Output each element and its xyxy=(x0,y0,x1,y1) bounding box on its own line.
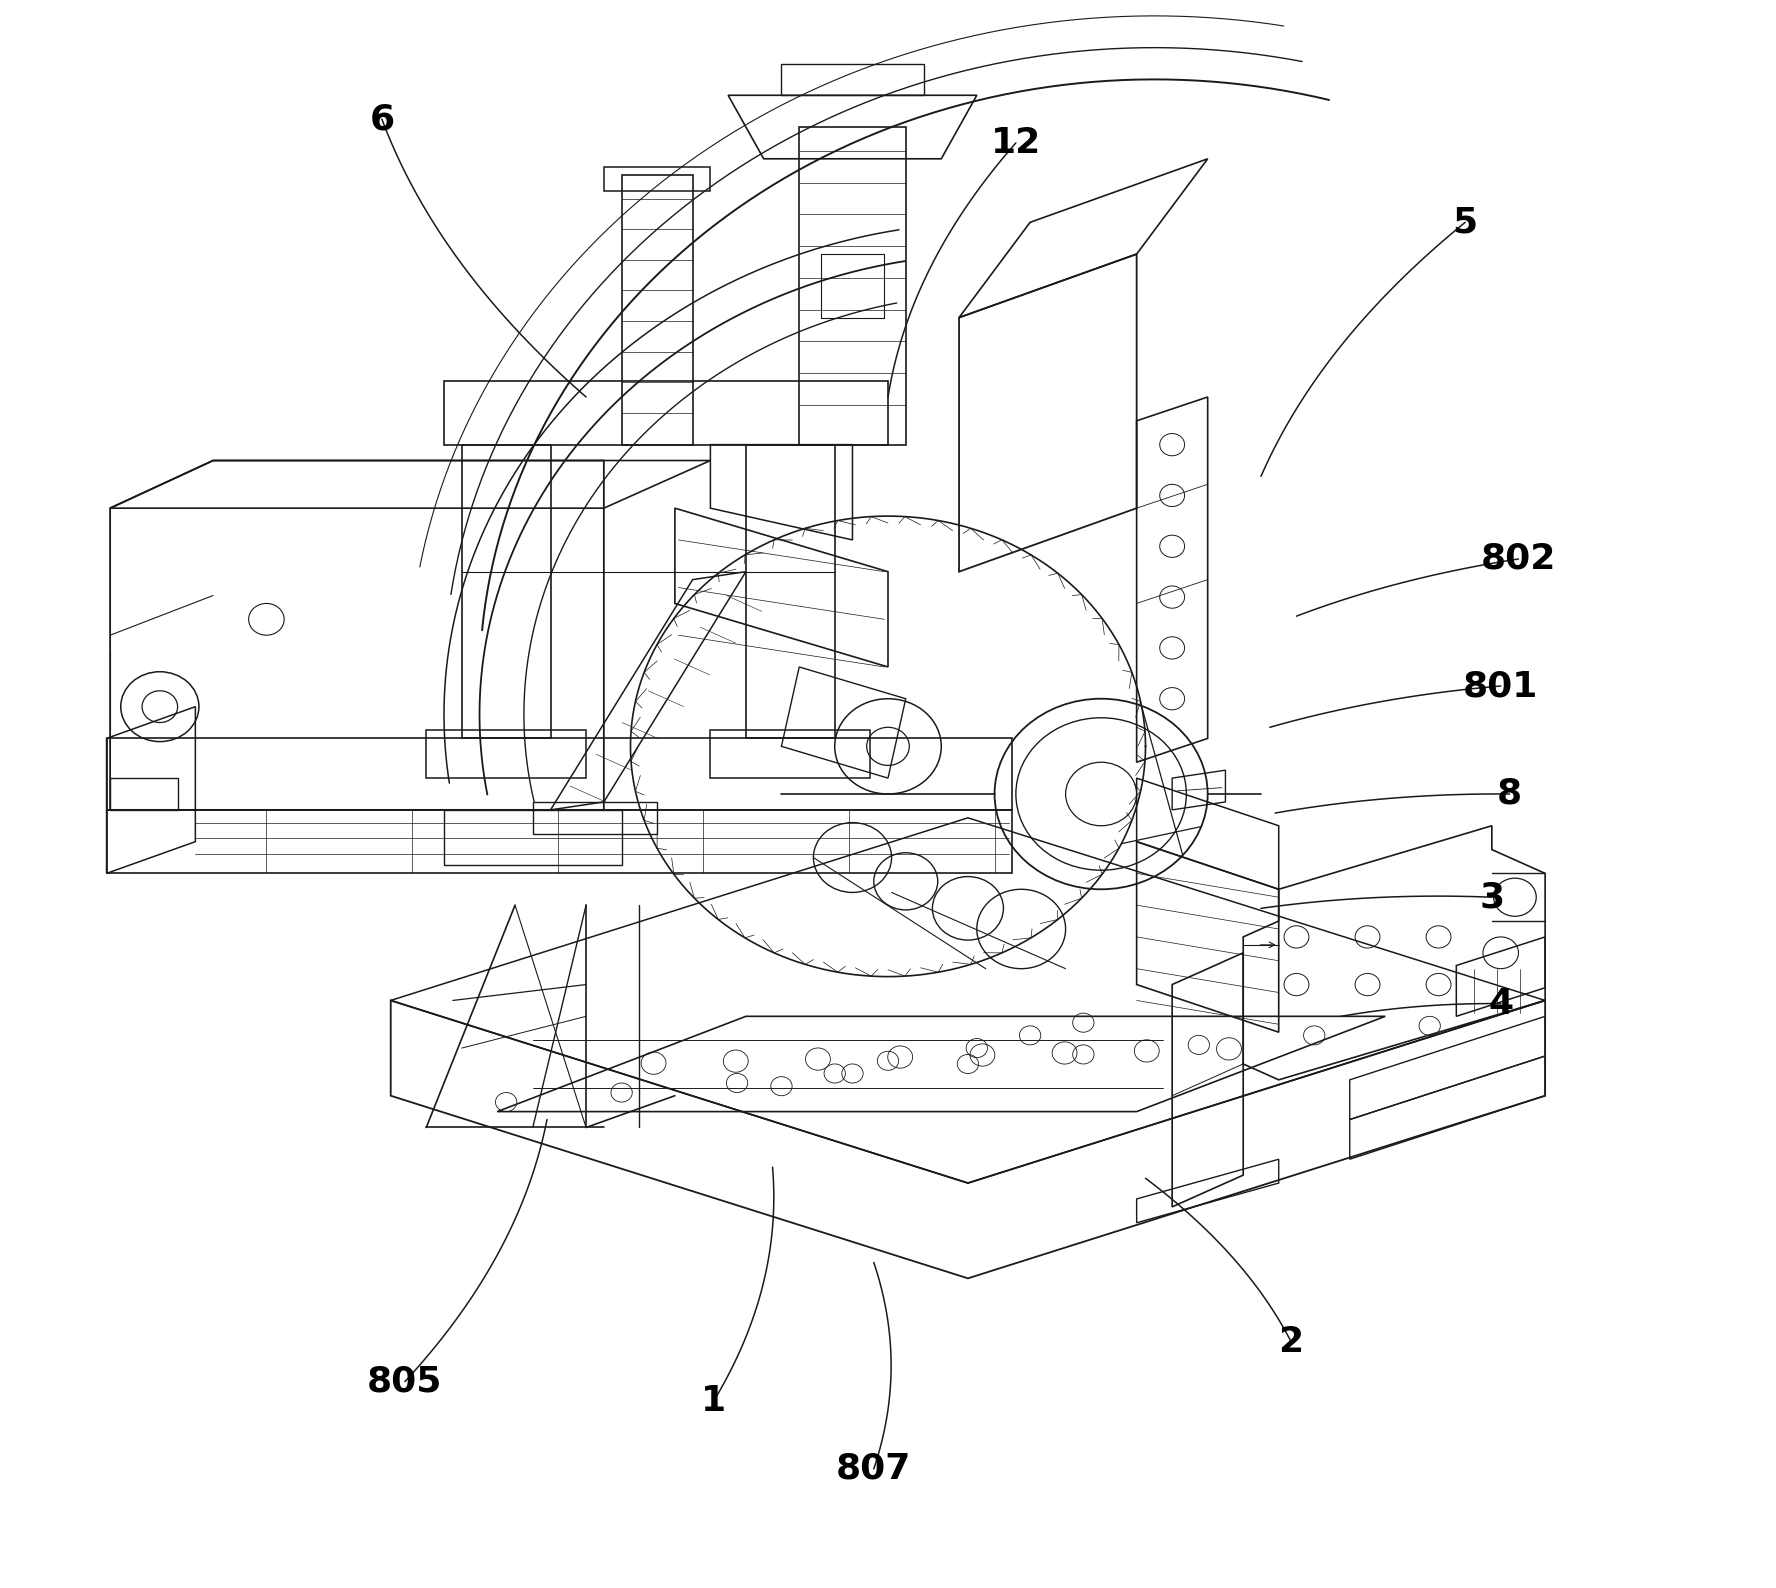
Text: 1: 1 xyxy=(702,1383,726,1418)
Text: 3: 3 xyxy=(1479,880,1504,915)
Text: 802: 802 xyxy=(1481,542,1556,576)
Text: 807: 807 xyxy=(836,1451,911,1486)
Text: 4: 4 xyxy=(1488,986,1513,1021)
Text: 5: 5 xyxy=(1453,205,1478,240)
Text: 801: 801 xyxy=(1463,669,1538,703)
Text: 6: 6 xyxy=(369,102,394,137)
Text: 8: 8 xyxy=(1497,777,1522,811)
Text: 2: 2 xyxy=(1279,1324,1304,1359)
Text: 12: 12 xyxy=(991,125,1041,160)
Text: 805: 805 xyxy=(368,1364,442,1399)
